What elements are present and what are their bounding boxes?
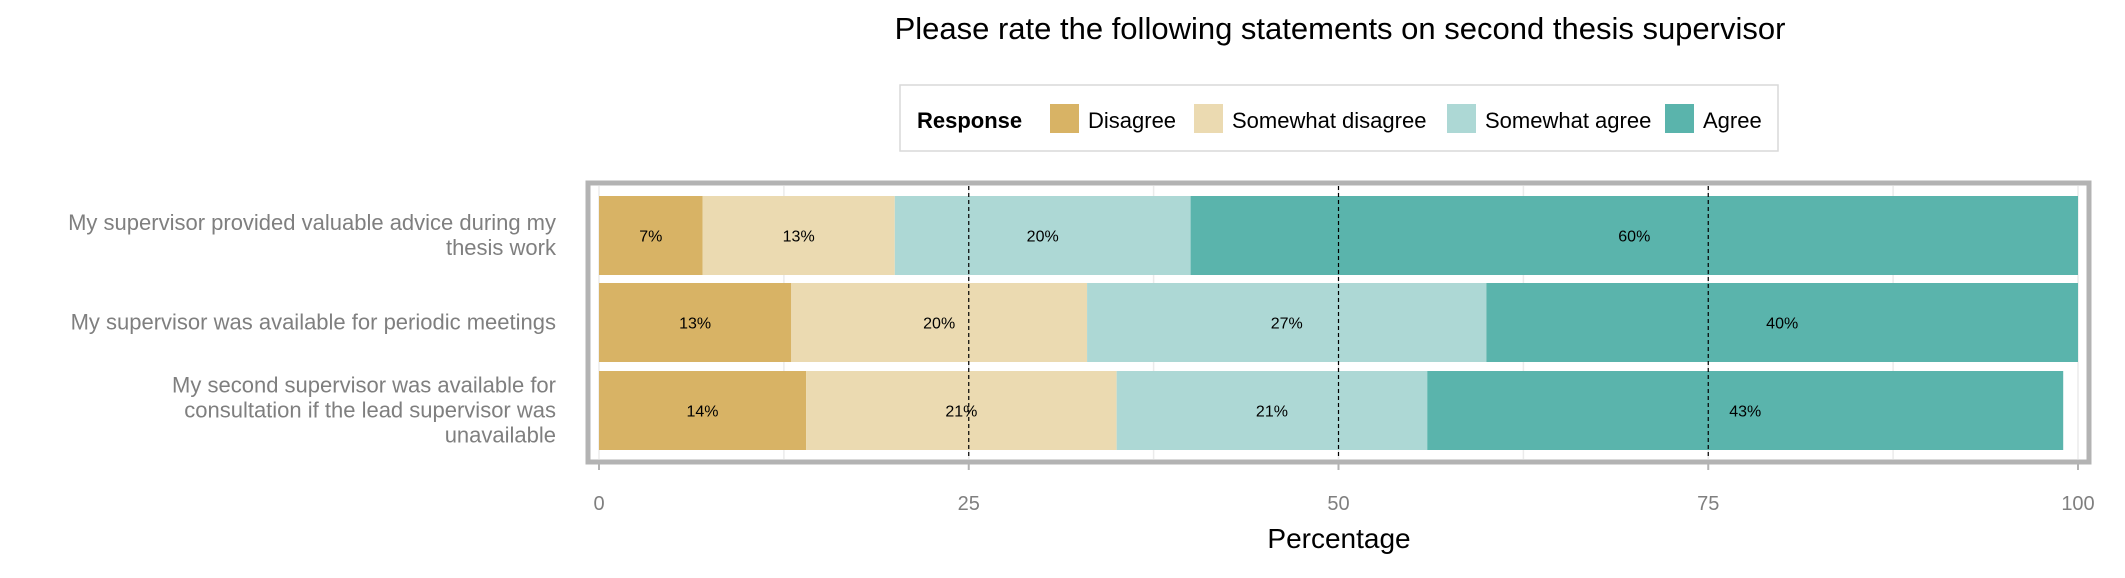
legend: Response Disagree Somewhat disagree Somewh… — [899, 84, 1779, 152]
bar-data-label: 21% — [945, 404, 977, 421]
bar-data-label: 7% — [639, 229, 662, 246]
bar-data-label: 21% — [1256, 404, 1288, 421]
legend-swatch — [1447, 104, 1476, 133]
x-axis-title: Percentage — [1267, 523, 1410, 554]
bar-data-label: 20% — [923, 316, 955, 333]
bar-segment — [599, 371, 807, 450]
bar-data-label: 20% — [1027, 229, 1059, 246]
legend-swatch — [1665, 104, 1694, 133]
category-label: My supervisor provided valuable advice d… — [68, 210, 556, 235]
category-label: My supervisor was available for periodic… — [71, 310, 556, 335]
category-label: My second supervisor was available for — [172, 373, 556, 398]
category-label: unavailable — [445, 423, 556, 448]
x-tick-label: 0 — [593, 493, 604, 515]
x-tick-label: 75 — [1697, 493, 1719, 515]
bar-segment — [1087, 283, 1487, 362]
bar-segment — [1116, 371, 1428, 450]
bar-segment — [1427, 371, 2064, 450]
bar-data-label: 40% — [1766, 316, 1798, 333]
bar-segment — [894, 196, 1191, 275]
bar-segment — [1486, 283, 2078, 362]
bar-segment — [791, 283, 1088, 362]
legend-title: Response — [917, 108, 1022, 133]
bar-data-label: 60% — [1618, 229, 1650, 246]
bar-data-label: 27% — [1271, 316, 1303, 333]
x-tick-label: 25 — [958, 493, 980, 515]
bar-data-label: 14% — [687, 404, 719, 421]
legend-label: Somewhat agree — [1485, 108, 1651, 133]
x-tick-label: 100 — [2061, 493, 2094, 515]
bar-segment — [806, 371, 1117, 450]
bar-segment — [702, 196, 895, 275]
bar-segment — [599, 283, 792, 362]
bar-data-label: 13% — [783, 229, 815, 246]
legend-label: Agree — [1703, 108, 1762, 133]
bar-data-label: 13% — [679, 316, 711, 333]
legend-box — [899, 84, 1779, 152]
category-label: consultation if the lead supervisor was — [184, 398, 556, 423]
legend-label: Somewhat disagree — [1232, 108, 1426, 133]
chart-title: Please rate the following statements on … — [895, 11, 1786, 46]
bar-data-label: 43% — [1729, 404, 1761, 421]
legend-swatch — [1050, 104, 1079, 133]
bar-segment — [599, 196, 703, 275]
legend-label: Disagree — [1088, 108, 1176, 133]
x-tick-label: 50 — [1327, 493, 1349, 515]
legend-swatch — [1194, 104, 1223, 133]
legend-items: Disagree Somewhat disagree Somewhat agree A… — [1050, 104, 1762, 133]
category-label: thesis work — [446, 235, 557, 260]
plot-area: 7% 13% 20% 60% My supervisor provided valuab… — [68, 180, 2095, 515]
